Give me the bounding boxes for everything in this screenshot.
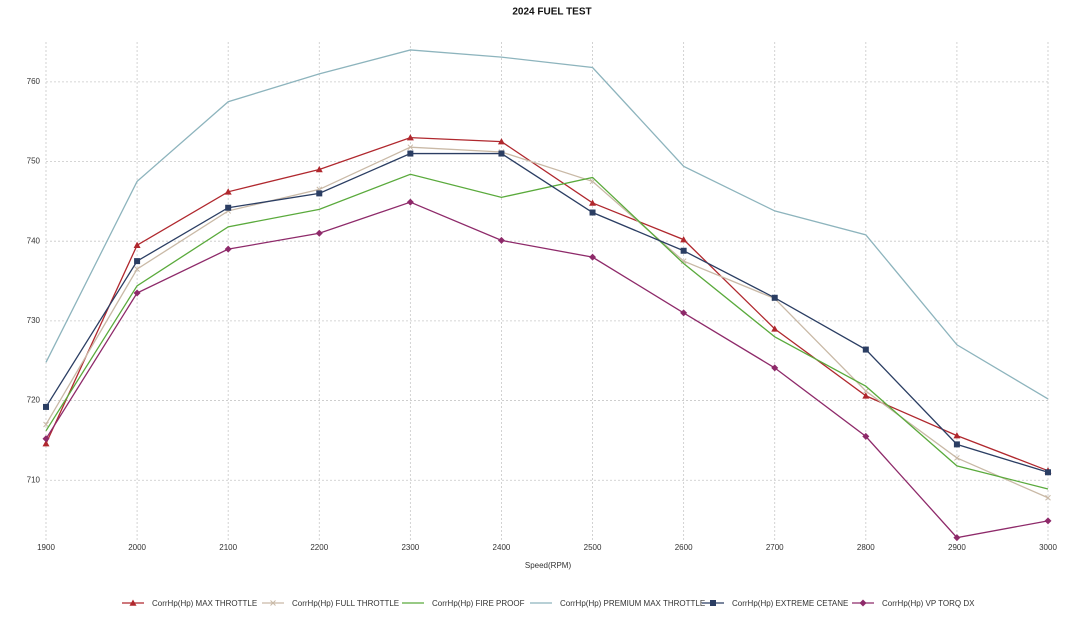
data-point (315, 229, 323, 237)
y-tick-label: 760 (27, 77, 41, 86)
data-point (680, 236, 688, 243)
data-point (953, 534, 961, 542)
data-point (862, 346, 869, 353)
data-point (589, 253, 597, 261)
data-point (134, 258, 141, 265)
data-point (225, 204, 232, 211)
data-point (407, 150, 414, 157)
legend-marker (859, 599, 867, 607)
data-point (862, 392, 870, 399)
series-line (45, 201, 1049, 539)
data-point (680, 309, 688, 317)
data-point (1045, 494, 1051, 501)
legend-marker (710, 600, 716, 606)
data-point (771, 325, 779, 332)
data-point (497, 236, 505, 244)
data-point (680, 247, 687, 254)
legend-label: CorrHp(Hp) MAX THROTTLE (152, 599, 257, 608)
x-tick-label: 2400 (493, 543, 511, 552)
data-point (862, 432, 870, 440)
data-point (589, 199, 597, 206)
x-tick-label: 2300 (401, 543, 419, 552)
data-point (406, 134, 414, 141)
legend-label: CorrHp(Hp) FULL THROTTLE (292, 599, 399, 608)
data-point (589, 209, 596, 216)
data-point (771, 364, 779, 372)
y-tick-label: 730 (27, 316, 41, 325)
data-point (406, 198, 414, 206)
data-point (43, 403, 49, 410)
x-tick-label: 2900 (948, 543, 966, 552)
y-tick-label: 750 (27, 157, 41, 166)
chart-title: 2024 FUEL TEST (512, 7, 591, 18)
series-line (45, 152, 1049, 473)
x-tick-label: 2200 (310, 543, 328, 552)
data-point (133, 289, 141, 297)
x-tick-label: 1900 (37, 543, 55, 552)
y-tick-label: 710 (27, 475, 41, 484)
series-line (45, 146, 1049, 499)
data-point (224, 245, 232, 253)
data-point (498, 150, 505, 157)
data-point (316, 190, 323, 197)
x-axis-label: Speed(RPM) (525, 561, 572, 570)
data-point (407, 144, 414, 151)
series-line (45, 173, 1049, 490)
data-point (1044, 517, 1052, 525)
data-point (133, 241, 141, 248)
data-point (953, 432, 961, 439)
data-point (42, 435, 50, 443)
legend-marker (129, 599, 137, 606)
data-point (43, 421, 49, 428)
y-tick-label: 720 (27, 396, 41, 405)
data-point (315, 165, 323, 173)
data-point (497, 138, 505, 145)
series-line (45, 49, 1049, 400)
data-point (1045, 469, 1051, 476)
data-point (134, 266, 140, 272)
data-point (954, 455, 960, 461)
legend-label: CorrHp(Hp) PREMIUM MAX THROTTLE (560, 599, 705, 608)
data-point (224, 188, 232, 195)
x-tick-label: 2100 (219, 543, 237, 552)
data-point (771, 294, 778, 301)
x-tick-label: 2500 (584, 543, 602, 552)
x-tick-label: 2700 (766, 543, 784, 552)
x-tick-label: 2800 (857, 543, 875, 552)
legend-label: CorrHp(Hp) FIRE PROOF (432, 599, 525, 608)
data-point (42, 440, 50, 447)
legend-label: CorrHp(Hp) EXTREME CETANE (732, 599, 848, 608)
x-tick-label: 2000 (128, 543, 146, 552)
y-tick-label: 740 (27, 236, 41, 245)
data-point (862, 388, 869, 394)
data-point (953, 441, 960, 448)
x-tick-label: 3000 (1039, 543, 1057, 552)
legend-label: CorrHp(Hp) VP TORQ DX (882, 599, 975, 608)
legend-marker (270, 600, 276, 606)
x-tick-label: 2600 (675, 543, 693, 552)
